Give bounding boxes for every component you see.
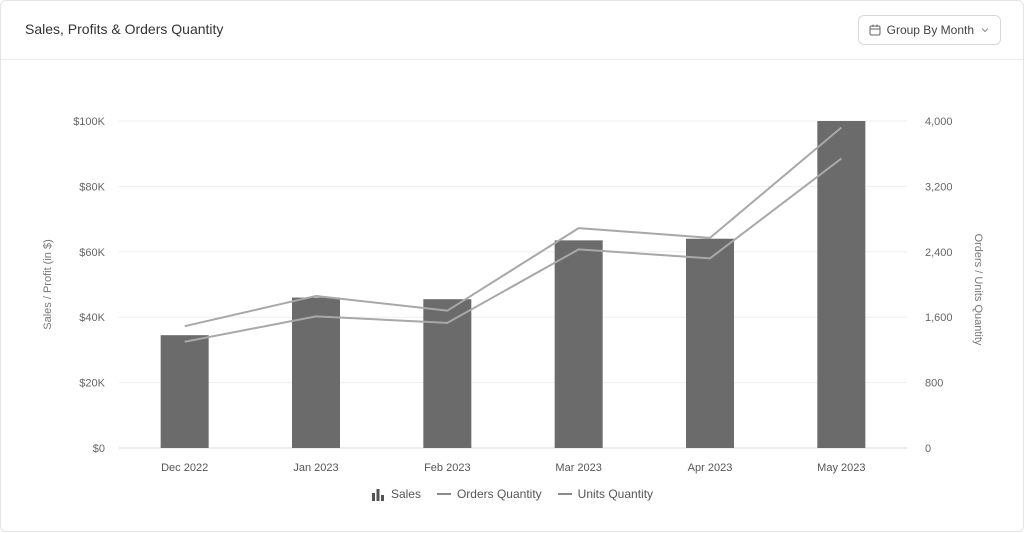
legend-item-sales[interactable]: Sales: [371, 487, 421, 501]
y2-axis-title: Orders / Units Quantity: [972, 234, 984, 346]
y-tick-label: $40K: [79, 312, 105, 324]
sales-bar: [817, 121, 866, 448]
y-tick-label: $0: [93, 443, 105, 455]
y-tick-label: $80K: [79, 181, 105, 193]
sales-bar: [160, 335, 209, 448]
units-quantity-line: [184, 157, 842, 343]
calendar-icon: [869, 24, 881, 36]
y2-tick-label: 3,200: [925, 181, 953, 193]
y-tick-label: $60K: [79, 247, 105, 259]
legend-line-swatch: [436, 493, 451, 495]
x-tick-label: Jan 2023: [293, 462, 338, 474]
y2-tick-label: 4,000: [925, 116, 953, 128]
y-tick-label: $20K: [79, 378, 105, 390]
y2-tick-label: 2,400: [925, 247, 953, 259]
x-tick-label: May 2023: [817, 462, 865, 474]
y2-tick-label: 1,600: [925, 312, 953, 324]
x-tick-label: Dec 2022: [161, 462, 208, 474]
sales-bar: [554, 240, 603, 448]
legend-label: Sales: [390, 487, 421, 501]
group-by-label: Group By Month: [886, 23, 974, 37]
chart-legend: Sales Orders Quantity Units Quantity: [1, 487, 1023, 501]
legend-label: Units Quantity: [577, 487, 654, 501]
bar-chart-icon: [371, 488, 384, 501]
chart-title: Sales, Profits & Orders Quantity: [25, 21, 224, 37]
sales-bar: [292, 297, 340, 448]
chevron-down-icon: [981, 28, 989, 33]
card-header: Sales, Profits & Orders Quantity Group B…: [1, 1, 1023, 60]
sales-bar: [686, 238, 734, 448]
sales-bar: [423, 299, 472, 448]
y-tick-label: $100K: [73, 116, 105, 128]
orders-quantity-line: [184, 126, 842, 328]
legend-line-swatch: [557, 493, 572, 495]
x-tick-label: Mar 2023: [555, 462, 601, 474]
group-by-dropdown[interactable]: Group By Month: [857, 15, 1001, 45]
legend-label: Orders Quantity: [456, 487, 542, 501]
combo-chart: $0 0 $20K 800 $40K 1,600 $60K 2,400 $80K 3,200 $10…: [42, 116, 984, 474]
legend-item-orders-quantity[interactable]: Orders Quantity: [436, 487, 542, 501]
x-tick-label: Feb 2023: [424, 462, 470, 474]
y2-tick-label: 800: [925, 378, 943, 390]
legend-item-units-quantity[interactable]: Units Quantity: [557, 487, 654, 501]
y-axis-title: Sales / Profit (in $): [42, 239, 54, 329]
chart-area: $0 0 $20K 800 $40K 1,600 $60K 2,400 $80K 3,200 $10…: [1, 59, 1024, 533]
y2-tick-label: 0: [925, 443, 931, 455]
x-tick-label: Apr 2023: [688, 462, 733, 474]
